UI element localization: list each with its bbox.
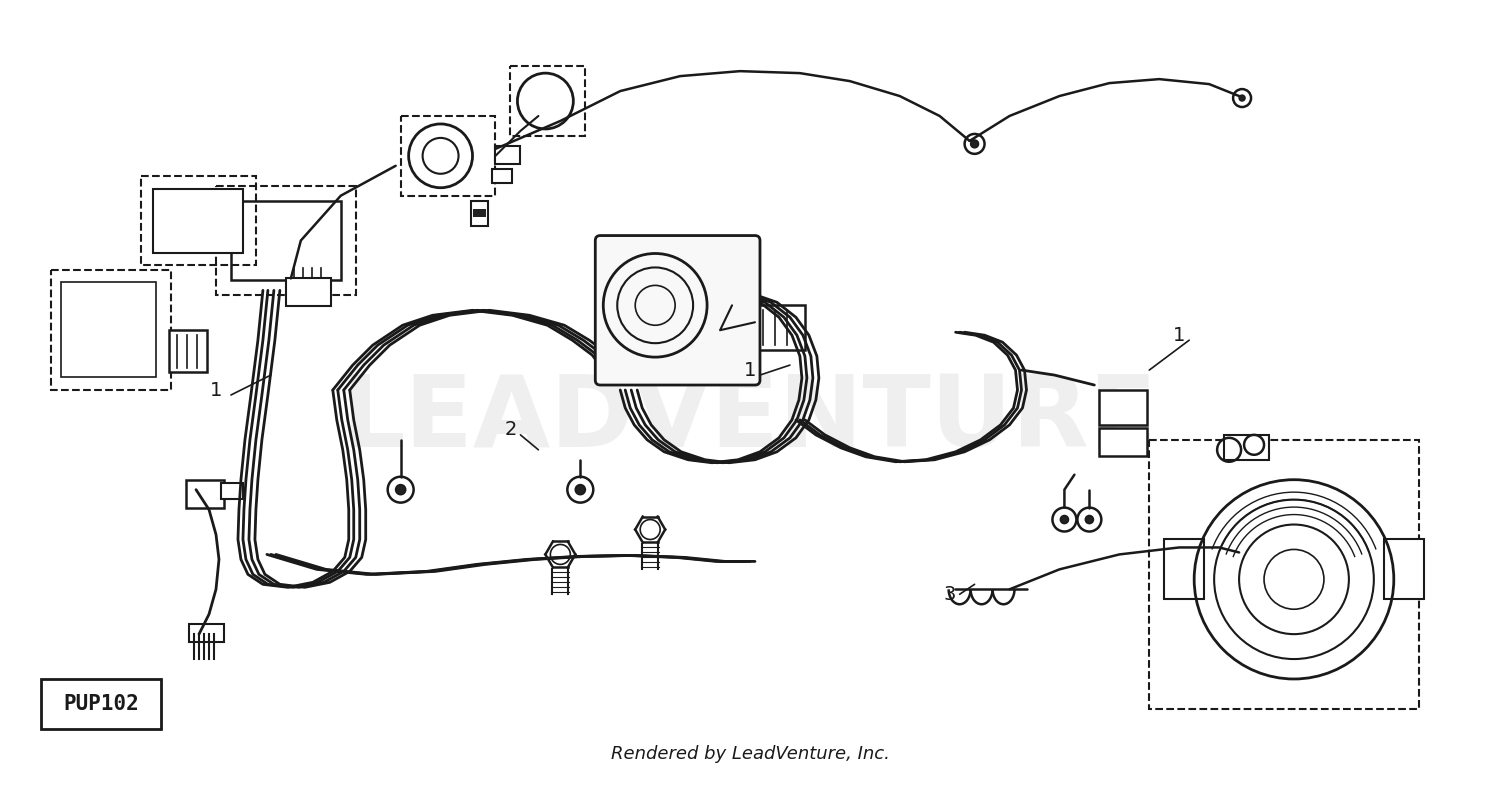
Bar <box>170 330 207 372</box>
Text: 2: 2 <box>504 421 516 439</box>
Bar <box>220 483 243 498</box>
Circle shape <box>576 485 585 494</box>
Bar <box>62 282 156 377</box>
Text: Rendered by LeadVenture, Inc.: Rendered by LeadVenture, Inc. <box>610 744 890 762</box>
Bar <box>1384 539 1423 599</box>
Text: 1: 1 <box>1173 325 1185 345</box>
Text: 1: 1 <box>744 361 756 380</box>
Bar <box>471 200 489 226</box>
Bar <box>231 200 340 281</box>
Circle shape <box>970 140 978 148</box>
Circle shape <box>1060 516 1068 523</box>
Text: 3: 3 <box>944 585 956 604</box>
Bar <box>472 208 486 217</box>
Text: PUP102: PUP102 <box>63 694 140 714</box>
Text: 1: 1 <box>210 380 222 399</box>
Bar <box>1224 435 1269 460</box>
Bar <box>754 305 806 350</box>
Circle shape <box>396 485 405 494</box>
FancyBboxPatch shape <box>596 236 760 385</box>
Bar <box>1100 428 1148 456</box>
Bar <box>153 189 243 254</box>
Circle shape <box>1086 516 1094 523</box>
Text: LEADVENTURE: LEADVENTURE <box>342 372 1158 468</box>
Bar <box>42 679 160 729</box>
Bar <box>495 146 520 163</box>
Bar <box>186 479 224 508</box>
Bar <box>1164 539 1204 599</box>
Bar <box>492 169 513 183</box>
Bar <box>1100 390 1148 425</box>
Bar <box>189 624 224 642</box>
Bar <box>286 278 332 307</box>
Circle shape <box>1239 95 1245 101</box>
